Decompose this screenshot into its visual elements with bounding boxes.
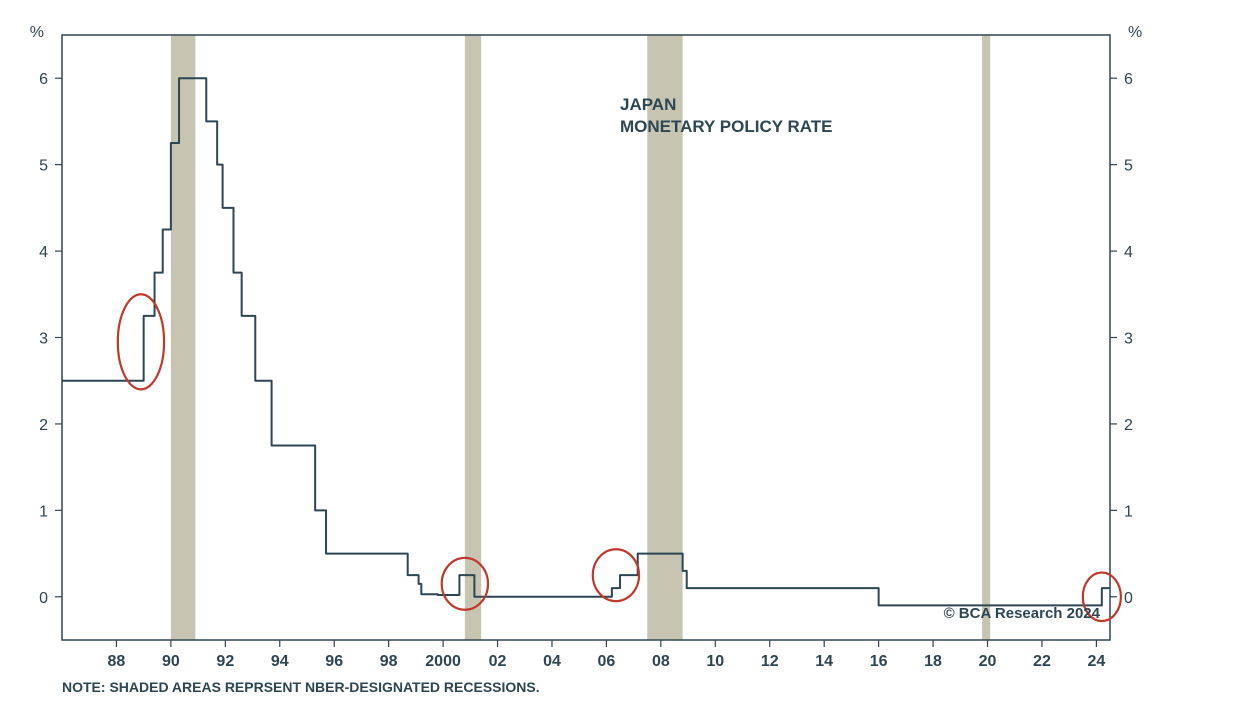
- y-tick-label: 6: [39, 71, 48, 88]
- policy-rate-chart: 00112233445566%%889092949698200002040608…: [0, 0, 1236, 727]
- x-tick-label: 96: [325, 653, 343, 670]
- x-tick-label: 98: [380, 653, 398, 670]
- y-tick-label: 5: [39, 158, 48, 175]
- chart-note: NOTE: SHADED AREAS REPRSENT NBER-DESIGNA…: [62, 679, 540, 695]
- y-tick-label: 6: [1124, 71, 1133, 88]
- x-tick-label: 06: [598, 653, 616, 670]
- chart-title-line1: JAPAN: [620, 95, 676, 114]
- y-tick-label: 1: [39, 503, 48, 520]
- y-tick-label: 4: [39, 244, 48, 261]
- y-tick-label: 5: [1124, 158, 1133, 175]
- x-tick-label: 24: [1087, 653, 1105, 670]
- x-tick-label: 92: [216, 653, 234, 670]
- y-tick-label: 0: [39, 590, 48, 607]
- x-tick-label: 12: [761, 653, 779, 670]
- x-tick-label: 94: [271, 653, 289, 670]
- copyright: © BCA Research 2024: [944, 605, 1101, 622]
- recession-band: [465, 35, 481, 640]
- y-tick-label: 2: [1124, 417, 1133, 434]
- y-tick-label: 0: [1124, 590, 1133, 607]
- y-tick-label: 4: [1124, 244, 1133, 261]
- y-tick-label: 2: [39, 417, 48, 434]
- x-tick-label: 2000: [425, 653, 461, 670]
- x-tick-label: 14: [815, 653, 833, 670]
- x-tick-label: 02: [489, 653, 507, 670]
- x-tick-label: 04: [543, 653, 561, 670]
- y-tick-label: 3: [1124, 331, 1133, 348]
- recession-band: [171, 35, 195, 640]
- y-tick-label: 1: [1124, 503, 1133, 520]
- y-unit-label: %: [30, 24, 44, 41]
- recession-band: [982, 35, 990, 640]
- x-tick-label: 18: [924, 653, 942, 670]
- chart-title-line2: MONETARY POLICY RATE: [620, 117, 833, 136]
- y-unit-label: %: [1128, 24, 1142, 41]
- x-tick-label: 16: [870, 653, 888, 670]
- x-tick-label: 20: [979, 653, 997, 670]
- y-tick-label: 3: [39, 331, 48, 348]
- x-tick-label: 88: [108, 653, 126, 670]
- x-tick-label: 90: [162, 653, 180, 670]
- x-tick-label: 22: [1033, 653, 1051, 670]
- x-tick-label: 08: [652, 653, 670, 670]
- x-tick-label: 10: [706, 653, 724, 670]
